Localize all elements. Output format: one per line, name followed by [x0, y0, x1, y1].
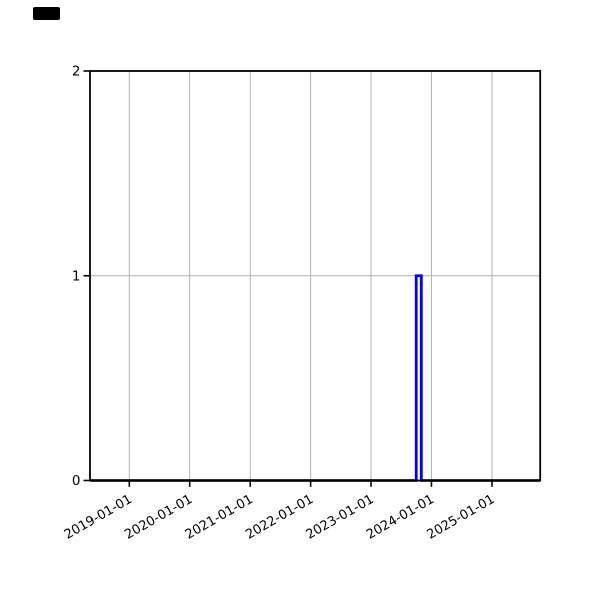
y-tick-label: 0	[72, 473, 81, 489]
x-tick-label: 2020-01-01	[122, 492, 195, 543]
x-tick-label: 2019-01-01	[62, 492, 135, 543]
x-tick-label: 2021-01-01	[183, 492, 256, 543]
y-tick-label: 2	[72, 64, 81, 80]
x-tick-label: 2025-01-01	[425, 492, 498, 543]
axes-layer	[89, 70, 542, 482]
tick-layer	[83, 70, 493, 487]
series-layer	[90, 274, 540, 482]
plot-border	[89, 70, 542, 482]
x-tick-label: 2024-01-01	[364, 492, 437, 543]
x-tick-label: 2022-01-01	[243, 492, 316, 543]
series-line	[90, 274, 540, 482]
grid-layer	[90, 70, 541, 481]
x-tick-label: 2023-01-01	[304, 492, 377, 543]
cursor-block	[33, 7, 60, 20]
label-layer: 2019-01-012020-01-012021-01-012022-01-01…	[62, 64, 498, 543]
y-tick-label: 1	[72, 268, 81, 284]
